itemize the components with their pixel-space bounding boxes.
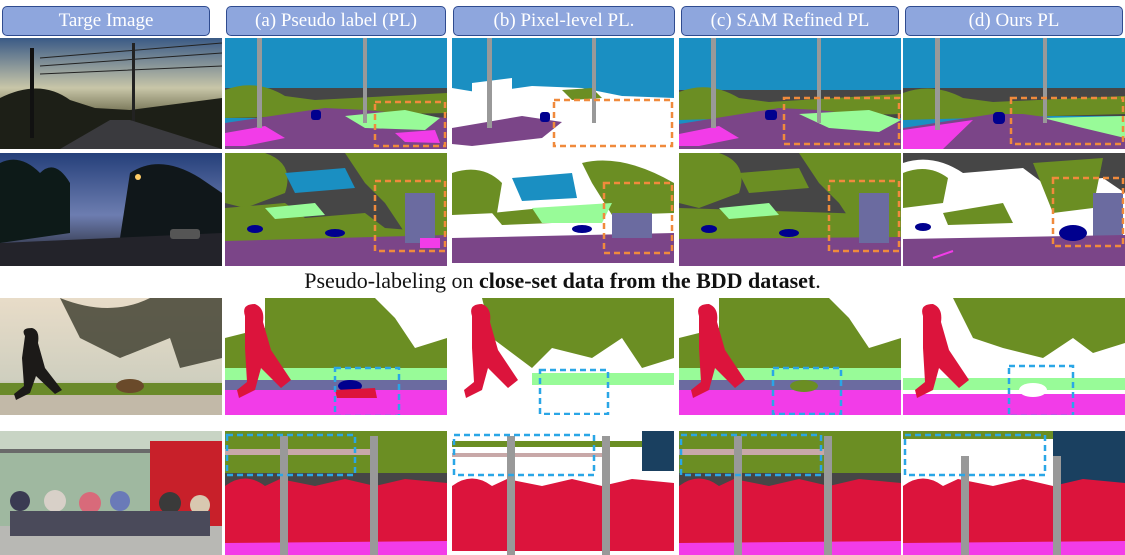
row3-ours-pl <box>903 298 1125 415</box>
row1-ours-pl <box>903 38 1125 149</box>
row2-ours-pl <box>903 153 1125 266</box>
row4-pseudo-label <box>225 431 447 555</box>
row4-pixel-level-pl <box>452 431 674 555</box>
header-target-image: Targe Image <box>2 6 210 36</box>
header-pixel-level-pl: (b) Pixel-level PL. <box>453 6 675 36</box>
caption-bold: close-set data from the BDD dataset <box>479 268 816 293</box>
header-pseudo-label: (a) Pseudo label (PL) <box>226 6 446 36</box>
row2-target-image <box>0 153 222 266</box>
row1-pseudo-label <box>225 38 447 149</box>
row1-pixel-level-pl <box>452 38 674 149</box>
row2-pixel-level-pl <box>452 153 674 266</box>
row2-pseudo-label <box>225 153 447 266</box>
row4-ours-pl <box>903 431 1125 555</box>
row4-target-image <box>0 431 222 555</box>
row1-target-image <box>0 38 222 149</box>
header-sam-refined-pl: (c) SAM Refined PL <box>681 6 899 36</box>
row3-sam-refined-pl <box>679 298 901 415</box>
row3-pixel-level-pl <box>452 298 674 415</box>
row3-pseudo-label <box>225 298 447 415</box>
figure-caption: Pseudo-labeling on close-set data from t… <box>0 268 1125 293</box>
header-ours-pl: (d) Ours PL <box>905 6 1123 36</box>
caption-prefix: Pseudo-labeling on <box>304 268 479 293</box>
row2-sam-refined-pl <box>679 153 901 266</box>
row4-sam-refined-pl <box>679 431 901 555</box>
row3-target-image <box>0 298 222 415</box>
caption-suffix: . <box>815 268 821 293</box>
row1-sam-refined-pl <box>679 38 901 149</box>
